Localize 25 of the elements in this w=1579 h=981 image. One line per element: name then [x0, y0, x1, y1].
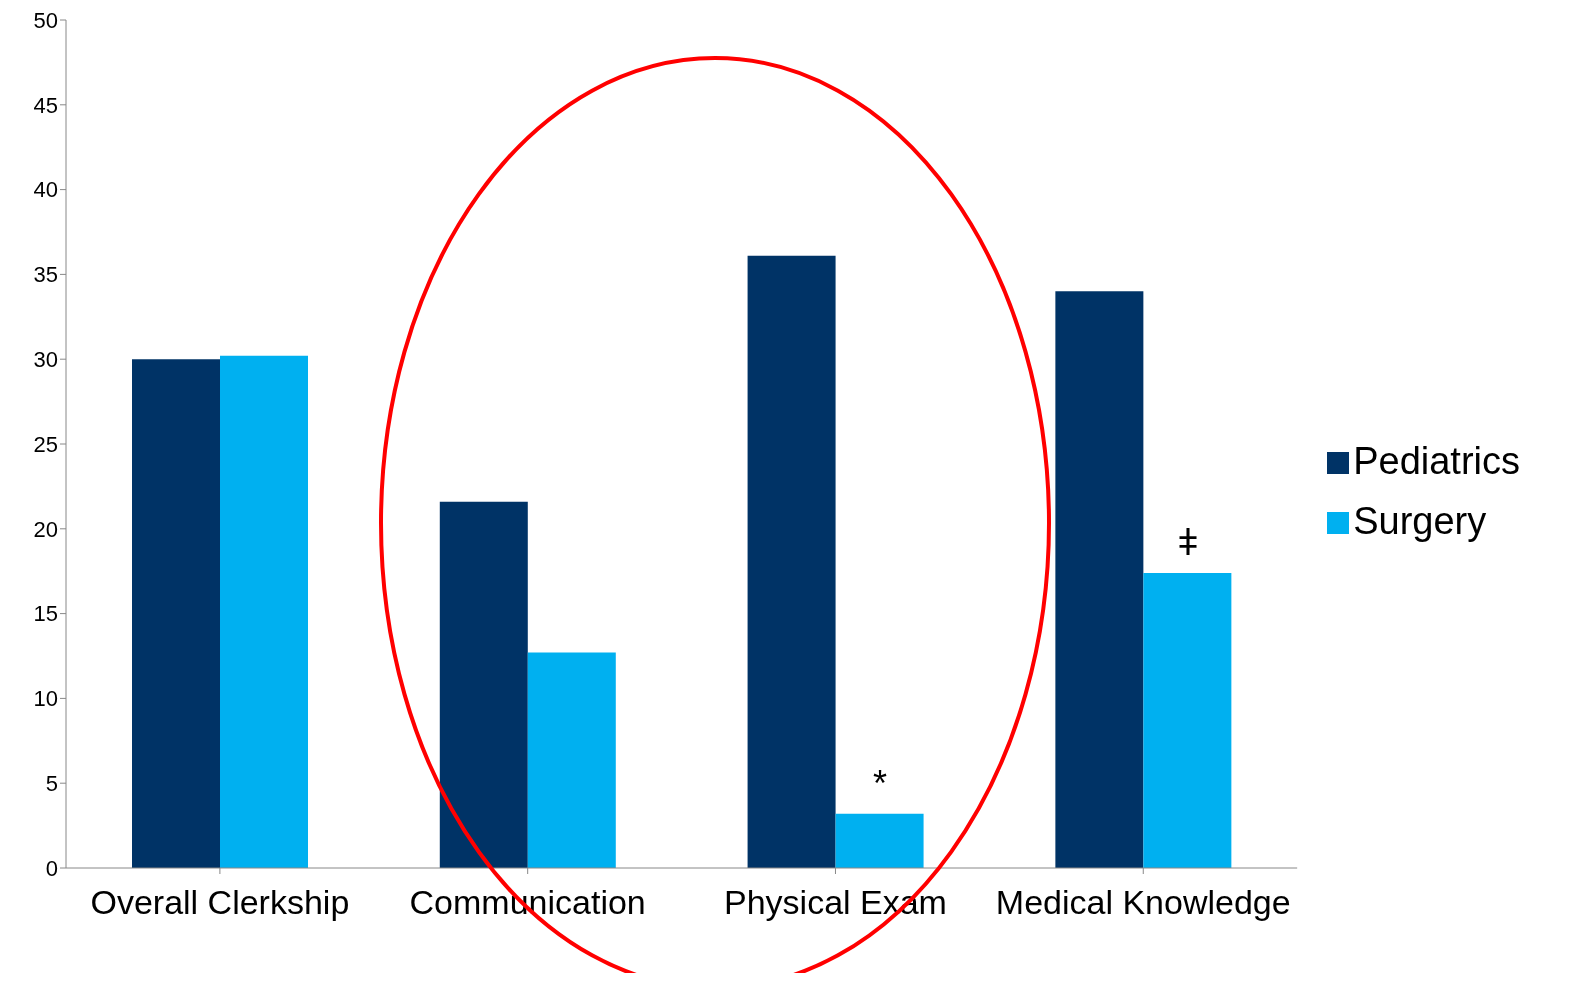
- bar: [132, 359, 220, 868]
- annotation: *: [872, 762, 888, 804]
- y-tick-label: 45: [33, 92, 58, 118]
- y-tick-label: 40: [33, 177, 58, 203]
- x-tick-label: Overall Clerkship: [90, 883, 350, 922]
- bar: [747, 255, 836, 868]
- bar: [1055, 291, 1144, 868]
- annotation: ǂ: [1177, 521, 1199, 563]
- bar: [439, 501, 528, 868]
- y-tick-label: 20: [33, 516, 58, 542]
- y-tick-label: 25: [33, 431, 58, 457]
- bar: [220, 355, 308, 868]
- y-tick-label: 50: [33, 7, 58, 33]
- y-tick-label: 15: [33, 601, 58, 627]
- y-tick-label: 35: [33, 262, 58, 288]
- bar: [527, 652, 616, 868]
- legend-label: Surgery: [1353, 499, 1487, 542]
- y-tick-label: 30: [33, 347, 58, 373]
- y-tick-label: 5: [45, 771, 58, 797]
- bar: [1143, 572, 1232, 868]
- bar: [835, 813, 924, 868]
- y-tick-label: 10: [33, 686, 58, 712]
- y-tick-label: 0: [45, 855, 58, 881]
- x-tick-label: Medical Knowledge: [995, 883, 1291, 922]
- legend-label: Pediatrics: [1353, 439, 1520, 482]
